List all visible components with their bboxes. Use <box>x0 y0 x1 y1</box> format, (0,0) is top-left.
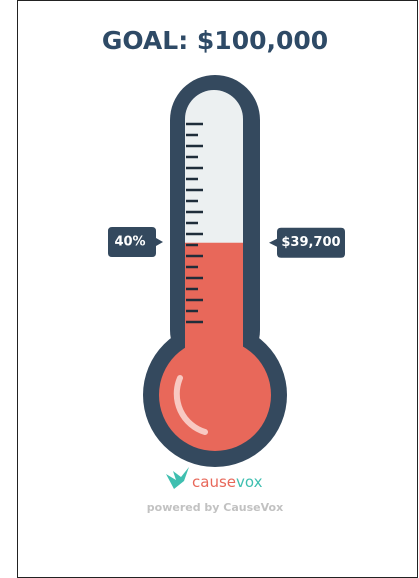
value-label: $39,700 <box>281 235 340 250</box>
logo-vox: vox <box>236 473 263 491</box>
chart: GOAL: $100,000 40% $39,700 causevox power… <box>0 0 419 578</box>
chart-title: GOAL: $100,000 <box>102 26 328 55</box>
tagline: powered by CauseVox <box>147 501 283 514</box>
logo-text: causevox <box>192 473 263 491</box>
page: GOAL: $100,000 40% $39,700 causevox power… <box>0 0 419 578</box>
percent-label: 40% <box>114 235 145 250</box>
logo-cause: cause <box>192 473 236 491</box>
